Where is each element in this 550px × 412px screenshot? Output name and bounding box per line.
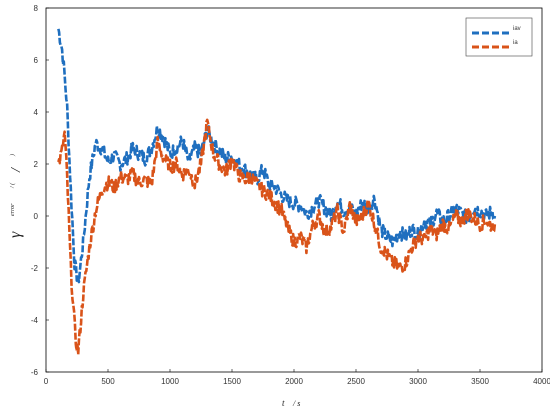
legend-box (465, 17, 533, 57)
series-line-iav (57, 28, 497, 284)
x-tick-label: 0 (44, 377, 49, 386)
y-axis-title: γ error / ( / ) (7, 154, 24, 238)
y-tick-label: 2 (34, 160, 39, 169)
x-tick-label: 2000 (285, 377, 303, 386)
x-tick-label: 4000 (533, 377, 550, 386)
legend-label-iav: iav (513, 26, 521, 32)
x-tick-label: 3500 (471, 377, 489, 386)
legend-label-ia: ia (513, 40, 518, 46)
y-tick-label: -4 (31, 316, 39, 325)
y-tick-label: 4 (34, 108, 39, 117)
y-axis-label-slash: / (9, 167, 24, 173)
series-line-ia (57, 118, 497, 356)
x-axis-ticks: 0 500 1000 1500 2000 2500 3000 3500 4000 (44, 369, 550, 386)
y-tick-label: -6 (31, 368, 39, 377)
y-tick-label: -2 (31, 264, 39, 273)
x-tick-label: 500 (101, 377, 115, 386)
x-axis-label-unit: / s (292, 399, 300, 408)
x-tick-label: 2500 (347, 377, 365, 386)
y-axis-label-sub: error (10, 203, 16, 216)
legend: iav ia (465, 17, 533, 57)
y-axis-label-paren: / ( (9, 182, 16, 189)
x-tick-label: 1500 (223, 377, 241, 386)
x-tick-label: 1000 (161, 377, 179, 386)
x-tick-label: 3000 (409, 377, 427, 386)
x-axis-title: t / s (282, 398, 300, 408)
y-axis-label-gamma: γ (7, 231, 24, 238)
y-tick-label: 6 (34, 56, 39, 65)
plot-area (45, 7, 543, 373)
y-axis-ticks: -6 -4 -2 0 2 4 6 8 (31, 4, 49, 377)
y-tick-label: 0 (34, 212, 39, 221)
series-layer (57, 28, 497, 356)
x-axis-label-t: t (282, 398, 285, 408)
y-axis-label-close: ) (9, 154, 16, 157)
y-tick-label: 8 (34, 4, 39, 13)
